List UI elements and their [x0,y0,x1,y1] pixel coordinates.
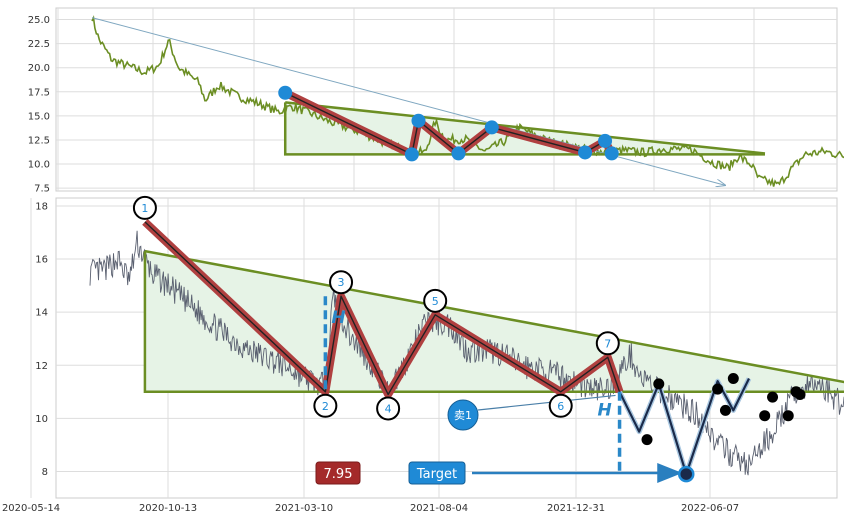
bottom-x-tick-label: 2022-06-07 [681,503,739,514]
bottom-y-tick-label: 10 [35,414,48,425]
top-pivot-marker [578,145,593,160]
bottom-x-tick-label: 2021-03-10 [275,503,333,514]
pivot-circle [329,270,354,295]
top-pivot-marker [604,146,619,161]
pivot-label: 7 [604,337,611,350]
bottom-y-tick-label: 14 [35,308,48,319]
recent-dot [719,404,731,416]
recent-dot [641,434,653,446]
bottom-triangle-upper-line [144,249,844,384]
recent-dots [641,373,806,446]
bottom-x-tick-label: 2020-10-13 [139,503,197,514]
top-pivot-marker [598,133,613,148]
height-label-right: H [598,401,612,421]
recent-dot [712,383,724,395]
top-y-tick-label: 25.0 [28,15,50,26]
sell-badge: 卖1 [447,399,479,431]
bottom-y-tick-label: 16 [35,255,48,266]
top-y-tick-label: 10.0 [28,160,50,171]
recent-dot [727,373,739,385]
stop-badge-text: 7.95 [324,467,353,482]
top-trend-arrow [91,17,725,186]
bottom-x-tick-labels: 2020-05-14 2020-10-13 2021-03-10 2021-08-04… [2,503,739,514]
recent-dot [767,391,779,403]
bottom-x-tick-label: 2021-12-31 [547,503,605,514]
top-panel: 7.5 10.0 12.5 15.0 17.5 20.0 22.5 25.0 [28,7,844,195]
pivot-circle [132,195,157,220]
pivot-circle [376,396,401,421]
top-y-tick-label: 7.5 [34,184,50,195]
target-point-marker [677,465,695,483]
pivot-circle [423,288,448,313]
sell-arrow [477,394,616,411]
bottom-y-tick-label: 8 [42,467,48,478]
stop-badge: 7.95 [315,461,361,485]
bottom-zigzag-inner [144,221,621,396]
bottom-y-tick-labels: 8 10 12 14 16 18 [35,201,48,477]
top-grid [56,8,837,191]
pivot-label: 6 [557,400,564,413]
target-badge-text: Target [416,467,457,482]
target-badge: Target [408,461,466,485]
bottom-triangle-outline [143,251,844,394]
bottom-x-tick-label: 2021-08-04 [410,503,468,514]
pivot-circle [548,393,573,418]
bottom-x-tick-label: 2020-05-14 [2,503,60,514]
pivot-label: 3 [338,276,345,289]
top-y-tick-label: 17.5 [28,87,50,98]
sell-badge-text: 卖1 [454,409,472,422]
top-y-tick-labels: 7.5 10.0 12.5 15.0 17.5 20.0 22.5 25.0 [28,15,50,195]
bottom-pivot-circles: 1 2 3 4 5 6 7 [132,195,620,421]
height-label-left: H [331,308,345,328]
pivot-circle [313,393,338,418]
recent-dot [782,410,794,422]
bottom-triangle-fill [144,251,844,392]
pivot-label: 2 [322,400,329,413]
top-triangle-upper-line [285,101,766,155]
top-y-tick-label: 22.5 [28,39,50,50]
top-y-tick-label: 20.0 [28,63,50,74]
recent-dot [794,388,806,400]
top-y-tick-label: 12.5 [28,135,50,146]
top-pivot-marker [484,120,499,135]
top-pivot-marker [451,146,466,161]
bottom-y-tick-label: 12 [35,361,48,372]
pivot-label: 1 [141,202,148,215]
recent-dot [759,410,771,422]
bottom-y-tick-label: 18 [35,201,48,212]
top-pivot-marker [278,85,293,100]
top-plot-area [55,7,838,192]
pivot-label: 4 [385,402,392,415]
top-y-tick-label: 15.0 [28,111,50,122]
recent-dot [653,378,665,390]
pivot-label: 5 [432,295,439,308]
bottom-price-line [89,230,844,476]
top-pivot-marker [404,147,419,162]
top-pivot-markers [278,85,619,162]
top-pivot-marker [411,113,426,128]
pivot-circle [595,331,620,356]
